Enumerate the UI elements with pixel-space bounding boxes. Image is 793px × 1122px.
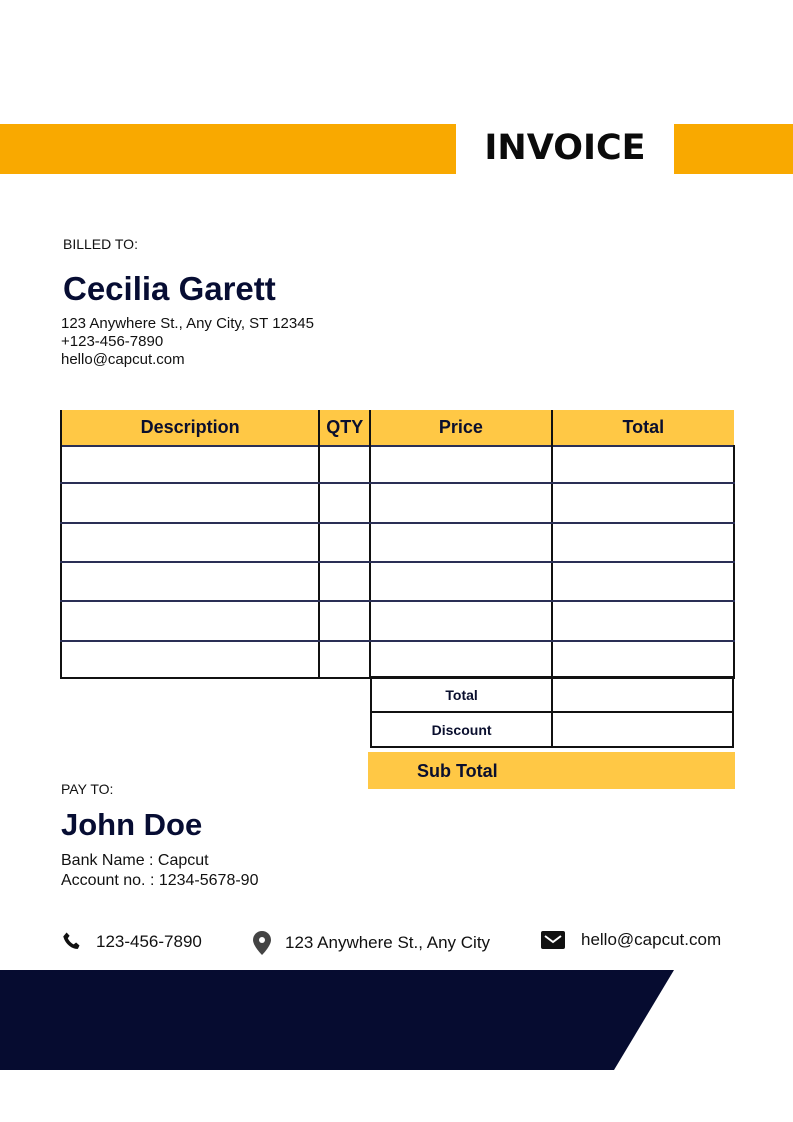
footer-band <box>0 970 674 1070</box>
invoice-items-table: Description QTY Price Total <box>59 410 736 679</box>
cell[interactable] <box>318 640 372 679</box>
column-header-description: Description <box>59 410 321 446</box>
cell[interactable] <box>369 561 553 602</box>
discount-label: Discount <box>369 711 554 748</box>
pay-to-name: John Doe <box>61 807 203 842</box>
table-header-row: Description QTY Price Total <box>59 410 734 446</box>
cell[interactable] <box>59 640 321 679</box>
billed-to-phone: +123-456-7890 <box>61 333 164 350</box>
billed-to-label: BILLED TO: <box>63 236 138 252</box>
cell[interactable] <box>318 600 372 642</box>
header-bar-left <box>0 124 456 174</box>
pay-to-label: PAY TO: <box>61 781 114 797</box>
discount-row: Discount <box>369 711 734 748</box>
billed-to-details: 123 Anywhere St., Any City, ST 12345 +12… <box>61 315 314 369</box>
subtotal-bar: Sub Total <box>368 752 735 789</box>
pay-to-details: Bank Name : Capcut Account no. : 1234-56… <box>61 851 258 891</box>
cell[interactable] <box>369 482 553 524</box>
envelope-icon <box>541 931 565 949</box>
cell[interactable] <box>59 445 321 484</box>
cell[interactable] <box>550 445 736 484</box>
cell[interactable] <box>369 640 553 679</box>
subtotal-label: Sub Total <box>417 761 498 781</box>
total-row: Total <box>369 676 734 713</box>
cell[interactable] <box>550 522 736 563</box>
cell[interactable] <box>318 482 372 524</box>
phone-icon <box>63 932 80 949</box>
column-header-total: Total <box>550 410 734 446</box>
invoice-title: INVOICE <box>484 128 646 168</box>
footer-address: 123 Anywhere St., Any City <box>251 930 490 956</box>
billed-to-address: 123 Anywhere St., Any City, ST 12345 <box>61 315 314 332</box>
header-bar-right <box>674 124 793 174</box>
cell[interactable] <box>59 482 321 524</box>
cell[interactable] <box>369 522 553 563</box>
footer-email-text: hello@capcut.com <box>581 930 722 949</box>
cell[interactable] <box>550 482 736 524</box>
cell[interactable] <box>59 600 321 642</box>
map-pin-icon <box>253 931 271 955</box>
column-header-price: Price <box>369 410 553 446</box>
footer-address-text: 123 Anywhere St., Any City <box>285 933 491 952</box>
footer-phone-text: 123-456-7890 <box>96 932 202 951</box>
billed-to-email: hello@capcut.com <box>61 351 185 368</box>
cell[interactable] <box>318 445 372 484</box>
table-row <box>59 482 736 524</box>
footer-email: hello@capcut.com <box>540 930 721 950</box>
table-row <box>59 561 736 602</box>
table-row <box>59 600 736 642</box>
billed-to-name: Cecilia Garett <box>63 270 276 307</box>
total-label: Total <box>369 676 554 713</box>
table-row <box>59 640 736 679</box>
cell[interactable] <box>59 522 321 563</box>
account-number: Account no. : 1234-5678-90 <box>61 872 259 889</box>
cell[interactable] <box>59 561 321 602</box>
column-header-qty: QTY <box>318 410 372 446</box>
cell[interactable] <box>369 445 553 484</box>
table-row <box>59 522 736 563</box>
discount-value[interactable] <box>551 711 734 748</box>
cell[interactable] <box>318 561 372 602</box>
cell[interactable] <box>369 600 553 642</box>
bank-name: Bank Name : Capcut <box>61 852 209 869</box>
footer-phone: 123-456-7890 <box>60 930 202 954</box>
cell[interactable] <box>550 600 736 642</box>
cell[interactable] <box>550 640 736 679</box>
table-row <box>59 445 736 484</box>
cell[interactable] <box>550 561 736 602</box>
summary-table: Total Discount <box>369 676 734 748</box>
cell[interactable] <box>318 522 372 563</box>
total-value[interactable] <box>551 676 734 713</box>
